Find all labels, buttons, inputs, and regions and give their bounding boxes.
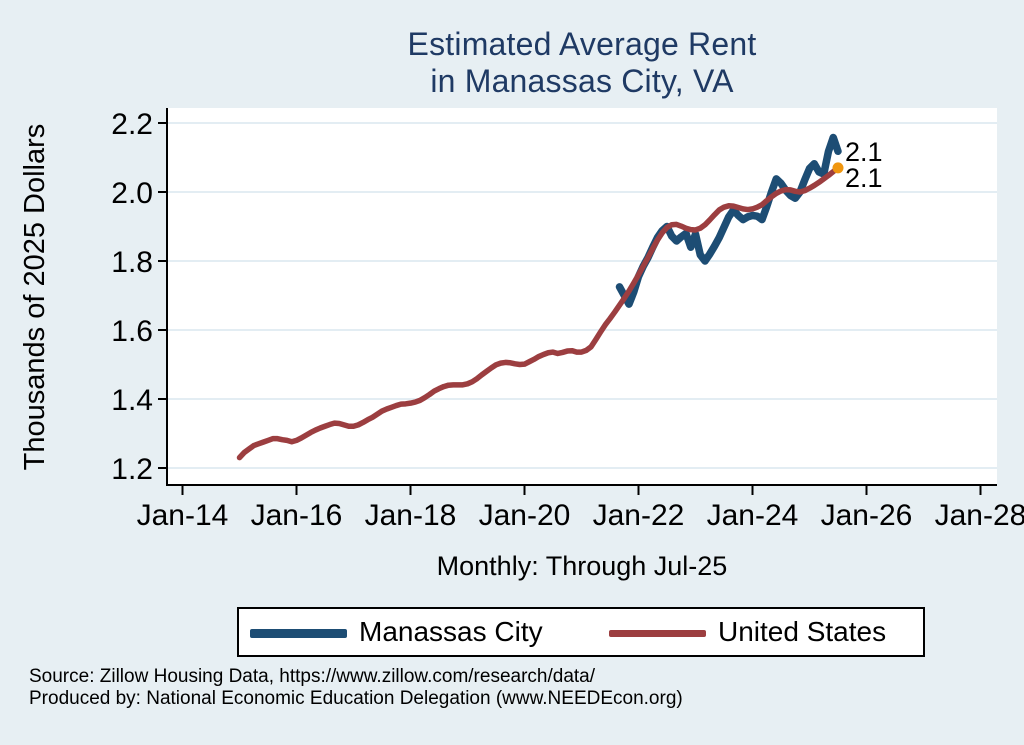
y-axis-title: Thousands of 2025 Dollars	[19, 123, 51, 471]
x-tick-label: Jan-20	[479, 499, 571, 532]
legend-label-united-states: United States	[718, 616, 887, 647]
source-line-1: Source: Zillow Housing Data, https://www…	[29, 666, 596, 687]
x-tick-label: Jan-14	[137, 499, 229, 532]
x-tick-label: Jan-18	[365, 499, 457, 532]
end-value-label-manassas-city: 2.1	[845, 137, 883, 167]
y-tick-label: 2.2	[111, 108, 153, 141]
legend: Manassas City United States	[237, 607, 925, 657]
series-line-united-states	[236, 165, 841, 461]
x-tick-label: Jan-28	[935, 499, 1024, 532]
y-tick-label: 1.8	[111, 246, 153, 279]
x-tick-label: Jan-26	[821, 499, 913, 532]
y-tick-label: 1.4	[111, 384, 153, 417]
legend-swatch-united-states	[609, 630, 706, 637]
y-tick-label: 1.2	[111, 453, 153, 486]
y-tick-label: 1.6	[111, 315, 153, 348]
chart-title-line-1: Estimated Average Rent	[407, 26, 757, 62]
x-tick-label: Jan-22	[593, 499, 685, 532]
legend-swatch-manassas-city	[250, 629, 347, 638]
chart-title-line-2: in Manassas City, VA	[430, 63, 734, 99]
x-tick-label: Jan-24	[707, 499, 799, 532]
x-axis-subtitle: Monthly: Through Jul-25	[436, 551, 728, 581]
plot-area	[167, 108, 997, 485]
chart-title: Estimated Average Rent in Manassas City,…	[167, 26, 997, 100]
end-value-label-united-states: 2.1	[845, 163, 883, 193]
end-point-marker	[832, 162, 844, 174]
legend-label-manassas-city: Manassas City	[359, 616, 543, 647]
y-tick-label: 2.0	[111, 177, 153, 210]
x-tick-label: Jan-16	[251, 499, 343, 532]
source-block: Source: Zillow Housing Data, https://www…	[29, 666, 683, 710]
source-line-2: Produced by: National Economic Education…	[29, 688, 683, 709]
